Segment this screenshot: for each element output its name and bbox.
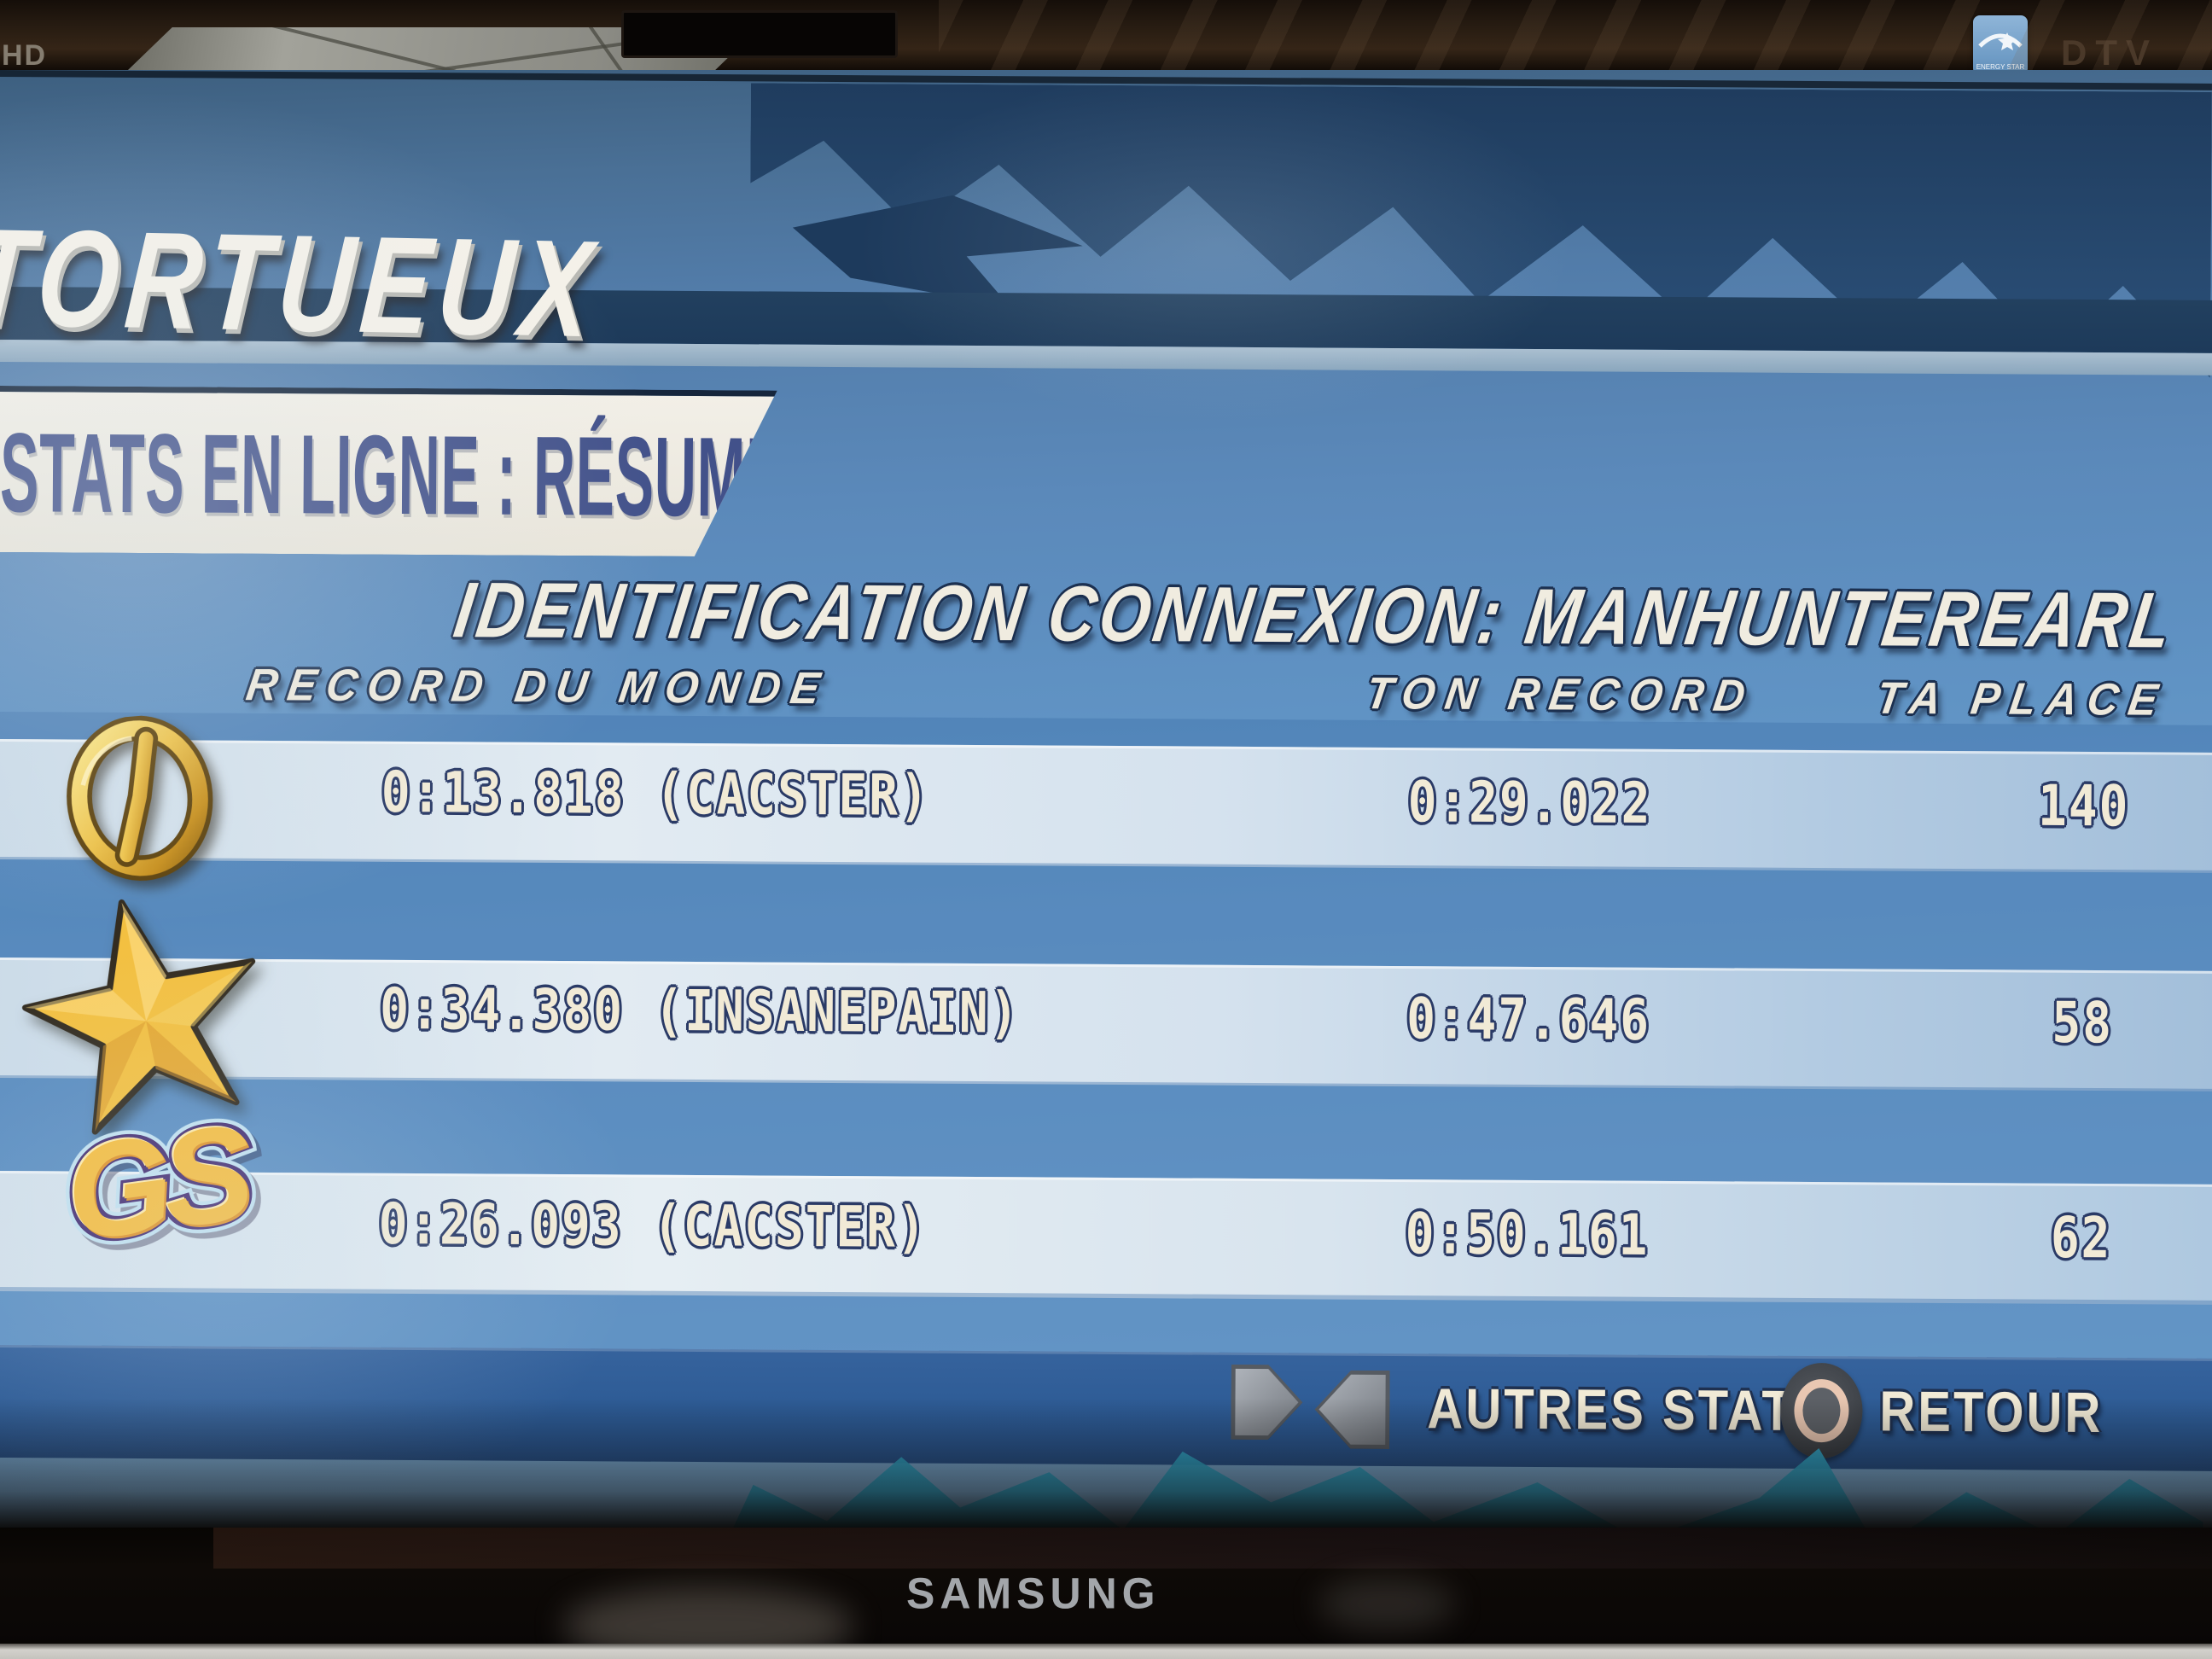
- world-record-value: 0:13.818 (CACSTER): [381, 760, 930, 830]
- bezel-reflection: [213, 1528, 2212, 1569]
- stats-banner-title: STATS EN LIGNE : RÉSUMÉ: [0, 410, 786, 541]
- world-record-value: 0:26.093 (CACSTER): [378, 1191, 928, 1261]
- gs-logo-text: GS: [57, 1097, 254, 1270]
- your-place-value: 62: [2050, 1205, 2112, 1272]
- bezel-recess: [621, 10, 898, 58]
- dtv-badge: DTV: [2061, 32, 2158, 73]
- your-place-value: 140: [2037, 773, 2130, 840]
- hd-badge: HD: [2, 39, 48, 72]
- circle-button-icon: [1794, 1378, 1849, 1443]
- your-record-value: 0:29.022: [1407, 770, 1652, 837]
- tv-bezel-bottom: SAMSUNG: [0, 1528, 2212, 1659]
- table-row: [0, 1170, 2212, 1305]
- bezel-glow: [1318, 1579, 1455, 1630]
- tv-bezel-top: HD ENERGY STAR DTV: [0, 0, 2212, 75]
- world-record-value: 0:34.380 (INSANEPAIN): [380, 976, 1021, 1047]
- clock-icon: [67, 715, 213, 881]
- your-place-value: 58: [2052, 990, 2114, 1057]
- column-header-world-record: RECORD DU MONDE: [243, 659, 834, 713]
- torn-paper-shape: [792, 195, 1083, 307]
- back-label[interactable]: RETOUR: [1879, 1379, 2104, 1445]
- gs-logo-icon: GS GS GS: [42, 1089, 302, 1312]
- track-title: TORTUEUX: [0, 200, 605, 366]
- table-row: [0, 957, 2212, 1091]
- your-record-value: 0:50.161: [1405, 1202, 1650, 1269]
- stripe: [0, 1074, 2212, 1185]
- energy-star-sticker: ENERGY STAR: [1973, 15, 2028, 75]
- your-record-value: 0:47.646: [1406, 987, 1651, 1054]
- other-stats-label[interactable]: AUTRES STATS: [1427, 1377, 1831, 1444]
- energy-star-icon: [1978, 32, 2023, 50]
- table-row: [0, 738, 2212, 873]
- circle-button[interactable]: [1780, 1362, 1863, 1459]
- stripe: [0, 856, 2212, 971]
- stats-banner: STATS EN LIGNE : RÉSUMÉ: [0, 386, 777, 557]
- reflection-streak: [183, 27, 457, 70]
- table-edge: [0, 1644, 2212, 1659]
- star-icon: [22, 899, 256, 1135]
- column-header-your-place: TA PLACE: [1872, 672, 2172, 725]
- game-screen: TORTUEUX STATS EN LIGNE : RÉSUMÉ IDENTIF…: [0, 70, 2212, 1528]
- column-header-your-record: TON RECORD: [1362, 667, 1759, 721]
- login-id-line: IDENTIFICATION CONNEXION: MANHUNTEREARL: [449, 567, 2181, 665]
- samsung-logo: SAMSUNG: [906, 1569, 1161, 1618]
